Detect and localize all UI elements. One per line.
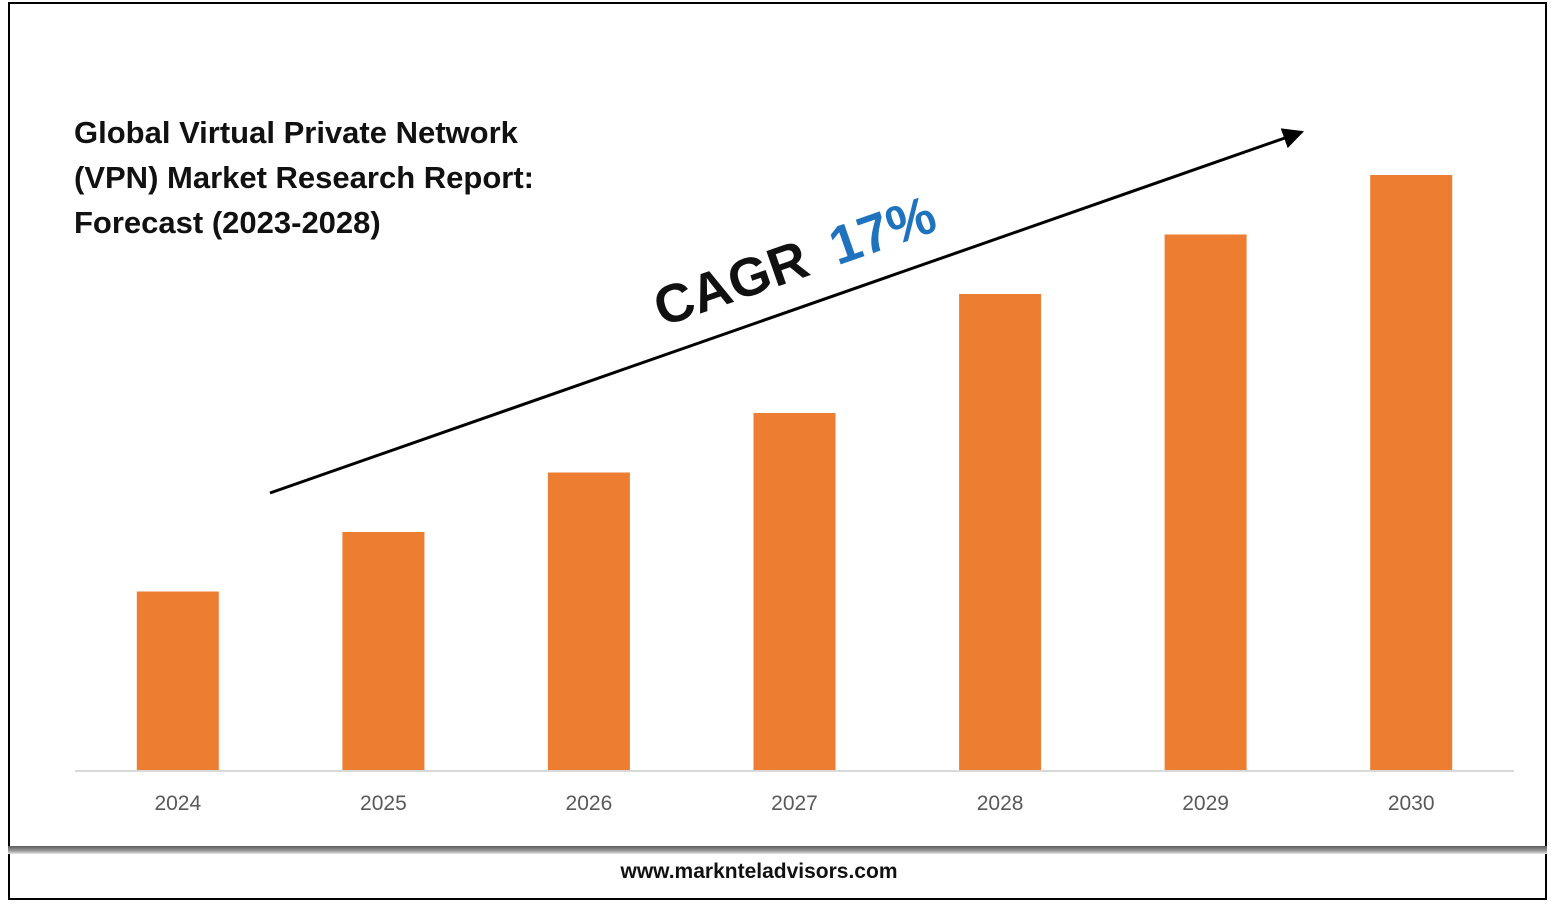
x-tick-labels: 2024 2025 2026 2027 2028 2029 2030 <box>154 792 1434 815</box>
cagr-label: CAGR <box>646 229 816 338</box>
footer-url: www.marknteladvisors.com <box>620 860 898 883</box>
bar-2027 <box>753 413 836 770</box>
cagr-annotation: CAGR 17% <box>646 184 943 338</box>
bars-layer <box>136 175 1453 770</box>
x-tick-label-2030: 2030 <box>1388 792 1435 815</box>
bar-2029 <box>1164 234 1247 770</box>
chart-title: Global Virtual Private Network (VPN) Mar… <box>74 110 594 245</box>
x-tick-label-2029: 2029 <box>1182 792 1229 815</box>
x-tick-label-2026: 2026 <box>566 792 613 815</box>
bar-2030 <box>1370 175 1453 770</box>
x-tick-label-2025: 2025 <box>360 792 407 815</box>
chart-title-line-1: Global Virtual Private Network <box>74 115 518 150</box>
chart-title-line-3: Forecast (2023-2028) <box>74 205 381 240</box>
bar-2028 <box>959 294 1042 770</box>
cagr-trend-arrow <box>269 128 1304 495</box>
bar-2026 <box>547 472 630 770</box>
x-tick-label-2027: 2027 <box>771 792 818 815</box>
bar-2024 <box>136 591 219 770</box>
x-tick-label-2024: 2024 <box>154 792 201 815</box>
footer-divider <box>8 846 1547 854</box>
x-tick-label-2028: 2028 <box>977 792 1024 815</box>
chart-title-line-2: (VPN) Market Research Report: <box>74 160 534 195</box>
bar-2025 <box>342 532 425 770</box>
